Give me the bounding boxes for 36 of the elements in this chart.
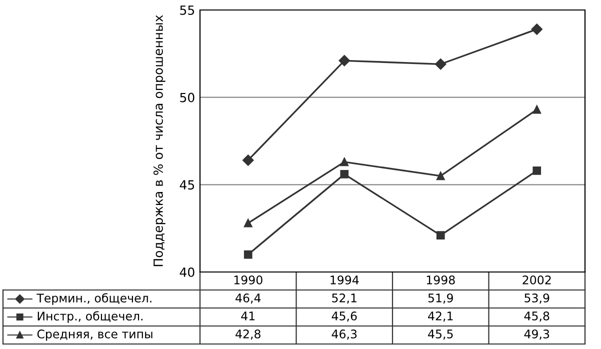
data-label: 45,5 <box>428 330 453 340</box>
y-tick-label: 45 <box>180 180 194 190</box>
point <box>340 170 349 178</box>
point <box>436 231 445 240</box>
legend-label: Термин., общечел. <box>36 293 152 305</box>
point <box>532 105 542 114</box>
data-label: 42,1 <box>428 311 453 322</box>
data-label: 51,9 <box>428 293 453 304</box>
y-tick-label: 55 <box>180 6 194 15</box>
x-tick-label: 1990 <box>234 275 262 284</box>
data-label: 42,8 <box>236 329 260 340</box>
point <box>436 172 445 180</box>
point <box>435 58 446 70</box>
data-label: 46,4 <box>236 293 261 304</box>
point <box>338 55 350 66</box>
point <box>532 166 542 175</box>
data-label: 53,9 <box>524 293 550 304</box>
x-tick-label: 1994 <box>330 275 359 284</box>
data-label: 52,1 <box>332 293 356 304</box>
y-tick-label: 50 <box>180 92 194 102</box>
x-tick-label: 1998 <box>426 275 455 284</box>
point <box>340 158 349 166</box>
data-label: 46,3 <box>332 329 357 340</box>
point <box>242 154 254 166</box>
data-label: 45,8 <box>524 311 550 322</box>
point <box>531 24 542 35</box>
point <box>244 218 252 228</box>
data-label: 41 <box>241 312 255 320</box>
y-tick-label: 40 <box>180 267 194 277</box>
data-label: 49,3 <box>524 329 550 340</box>
data-label: 45,6 <box>332 311 357 322</box>
point <box>244 250 252 259</box>
x-tick-label: 2002 <box>522 275 551 284</box>
legend-label: Средняя, все типы <box>37 329 152 341</box>
y-axis-title: Поддержка в % от числа опрошенных <box>153 15 166 266</box>
legend-label: Инстр., общечел. <box>38 311 143 323</box>
